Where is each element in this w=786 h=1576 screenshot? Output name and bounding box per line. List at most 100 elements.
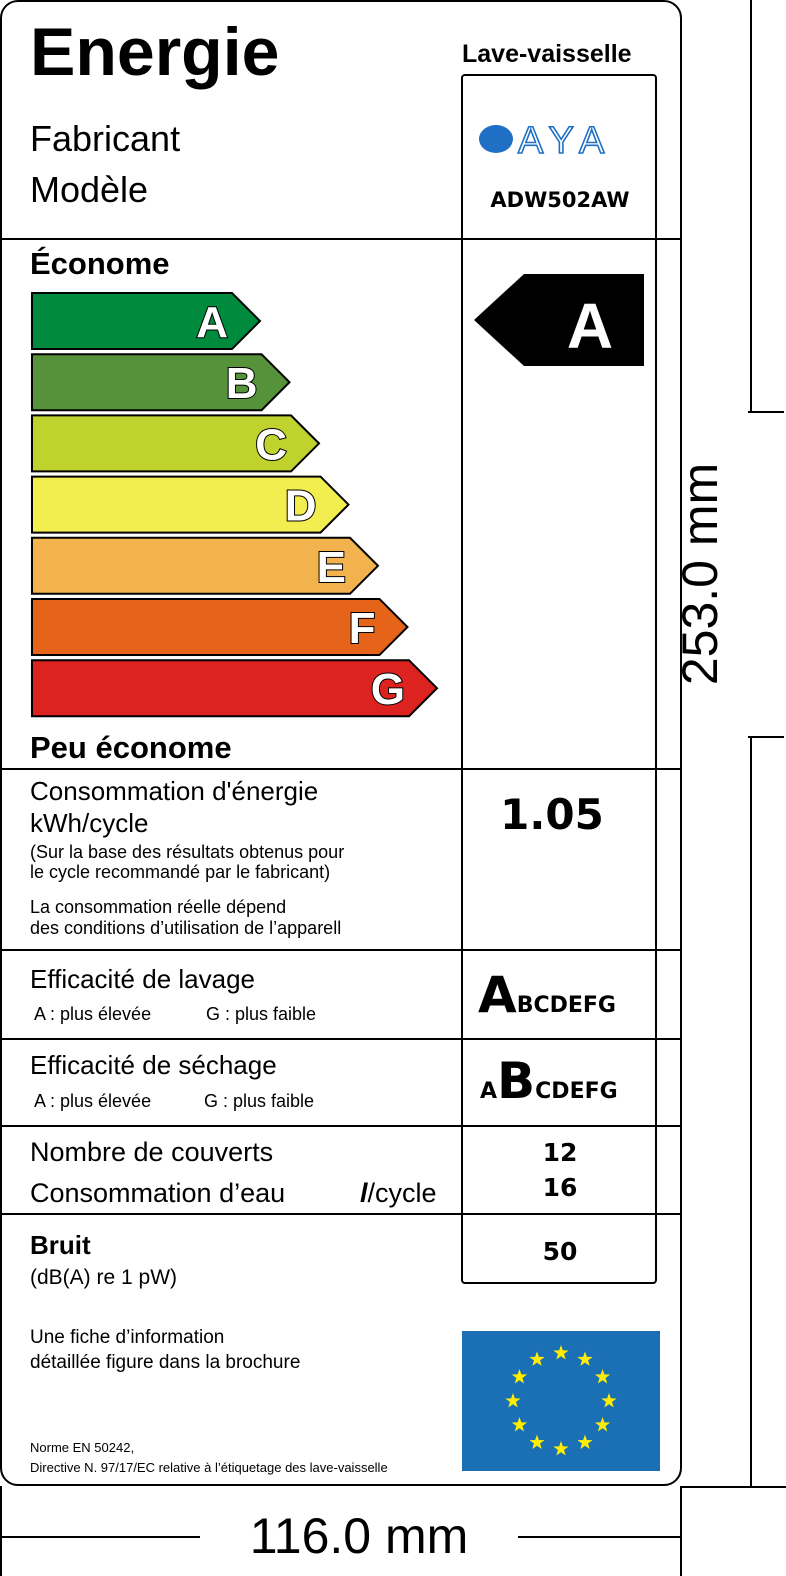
scale-arrow-b: [31, 353, 291, 412]
width-dimension-edge: [0, 1486, 2, 1576]
drying-class-scale: ABCDEFG: [480, 1056, 618, 1106]
appliance-type: Lave-vaisselle: [462, 40, 632, 68]
divider: [0, 949, 682, 951]
washing-class-scale: ABCDEFG: [478, 970, 616, 1020]
energy-unit: kWh/cycle: [30, 808, 149, 838]
logo-text: AYA: [518, 120, 612, 160]
drying-best: A : plus élevée: [34, 1091, 152, 1111]
width-dimension-line: [0, 1536, 200, 1538]
eu-star-icon: [505, 1393, 521, 1408]
eu-star-icon: [553, 1441, 569, 1456]
divider: [0, 238, 682, 240]
manufacturer-label: Fabricant: [30, 118, 181, 159]
washing-label: Efficacité de lavage: [30, 964, 255, 994]
eu-star-icon: [577, 1434, 593, 1450]
eu-star-icon: [594, 1417, 611, 1432]
divider: [0, 768, 682, 770]
scale-arrow-a: [31, 292, 262, 350]
width-dimension-text: 116.0 mm: [249, 1508, 469, 1564]
scale-letter-e: E: [317, 543, 346, 592]
drying-lower-classes: A: [480, 1079, 498, 1104]
divider: [0, 1038, 682, 1040]
norm-line1: Norme EN 50242,: [30, 1440, 135, 1455]
scale-class-e: E: [31, 536, 380, 595]
scale-class-g: G: [31, 659, 439, 718]
rating-letter: A: [567, 290, 613, 362]
energy-note-line4: des conditions d’utilisation de l’appare…: [30, 918, 342, 938]
energy-note-line2: le cycle recommandé par le fabricant): [30, 862, 331, 882]
energy-label-text: Consommation d'énergie: [30, 776, 319, 806]
washing-class: A: [478, 966, 517, 1024]
noise-unit: (dB(A) re 1 pW): [30, 1266, 178, 1289]
label-title: Energie: [30, 14, 280, 90]
rating-arrow: A: [474, 274, 644, 366]
scale-class-a: A: [31, 292, 262, 350]
energy-note-line3: La consommation réelle dépend: [30, 897, 287, 917]
eu-star-icon: [601, 1393, 617, 1408]
eu-star-icon: [577, 1351, 593, 1366]
aya-logo-icon: AYA: [479, 119, 612, 163]
eu-star-icon: [529, 1434, 545, 1450]
energy-label: [0, 0, 682, 1486]
capacity-label: Nombre de couverts: [30, 1137, 274, 1167]
washing-worst: G : plus faible: [206, 1004, 317, 1024]
eu-star-icon: [511, 1369, 528, 1384]
scale-arrow-d: [31, 475, 350, 534]
height-dimension-line: [750, 0, 752, 412]
logo-drop-icon: [479, 125, 513, 153]
water-unit-text: /cycle: [367, 1178, 437, 1208]
scale-arrow-e: [31, 536, 380, 595]
water-label: Consommation d’eau: [30, 1178, 286, 1208]
scale-top-label: Économe: [30, 246, 170, 281]
height-dimension-text: 253.0 mm: [672, 462, 728, 686]
norm-line2: Directive N. 97/17/EC relative à l’étiqu…: [30, 1460, 388, 1475]
capacity-value: 12: [542, 1138, 578, 1167]
height-dimension-line: [750, 736, 752, 1486]
drying-worst: G : plus faible: [204, 1091, 315, 1111]
scale-bottom-label: Peu économe: [30, 730, 232, 765]
scale-letter-g: G: [371, 665, 405, 714]
dimension-tick: [748, 411, 784, 413]
brand-logo: AYA: [476, 119, 642, 163]
model-number: ADW502AW: [490, 188, 630, 212]
scale-class-b: B: [31, 353, 291, 412]
washing-other-classes: BCDEFG: [516, 993, 616, 1018]
divider: [0, 1213, 682, 1215]
scale-arrow-f: [31, 598, 409, 656]
scale-arrow-g: [31, 659, 439, 718]
width-dimension-edge: [680, 1486, 682, 1576]
eu-flag-icon: [462, 1331, 660, 1471]
noise-label: Bruit: [30, 1230, 91, 1260]
info-line1: Une fiche d’information: [30, 1327, 225, 1348]
drying-label: Efficacité de séchage: [30, 1050, 277, 1080]
rating-arrow-shape: [474, 274, 644, 366]
scale-class-f: F: [31, 598, 409, 656]
drying-other-classes: CDEFG: [535, 1079, 618, 1104]
drying-class: B: [497, 1052, 536, 1110]
model-label: Modèle: [30, 169, 149, 210]
value-column: [461, 74, 657, 1284]
washing-best: A : plus élevée: [34, 1004, 152, 1024]
water-value: 16: [542, 1173, 578, 1202]
efficiency-scale: ABCDEFG: [31, 292, 439, 718]
eu-star-icon: [594, 1369, 611, 1384]
eu-star-icon: [511, 1417, 528, 1432]
scale-letter-a: A: [196, 298, 228, 347]
energy-value: 1.05: [500, 790, 604, 839]
scale-letter-b: B: [226, 359, 258, 408]
dimension-tick: [682, 1486, 786, 1488]
scale-letter-f: F: [349, 604, 376, 653]
litre-symbol: l: [360, 1178, 368, 1208]
scale-arrow-c: [31, 414, 321, 473]
energy-note-line1: (Sur la base des résultats obtenus pour: [30, 842, 345, 862]
dimension-tick: [748, 736, 784, 738]
noise-value: 50: [542, 1237, 578, 1266]
water-unit: l/cycle: [360, 1178, 437, 1209]
divider: [0, 1125, 682, 1127]
width-dimension-line: [518, 1536, 682, 1538]
scale-letter-d: D: [285, 482, 317, 531]
scale-letter-c: C: [255, 420, 287, 469]
info-line2: détaillée figure dans la brochure: [30, 1352, 301, 1373]
eu-star-icon: [553, 1345, 569, 1360]
eu-star-icon: [529, 1351, 545, 1366]
